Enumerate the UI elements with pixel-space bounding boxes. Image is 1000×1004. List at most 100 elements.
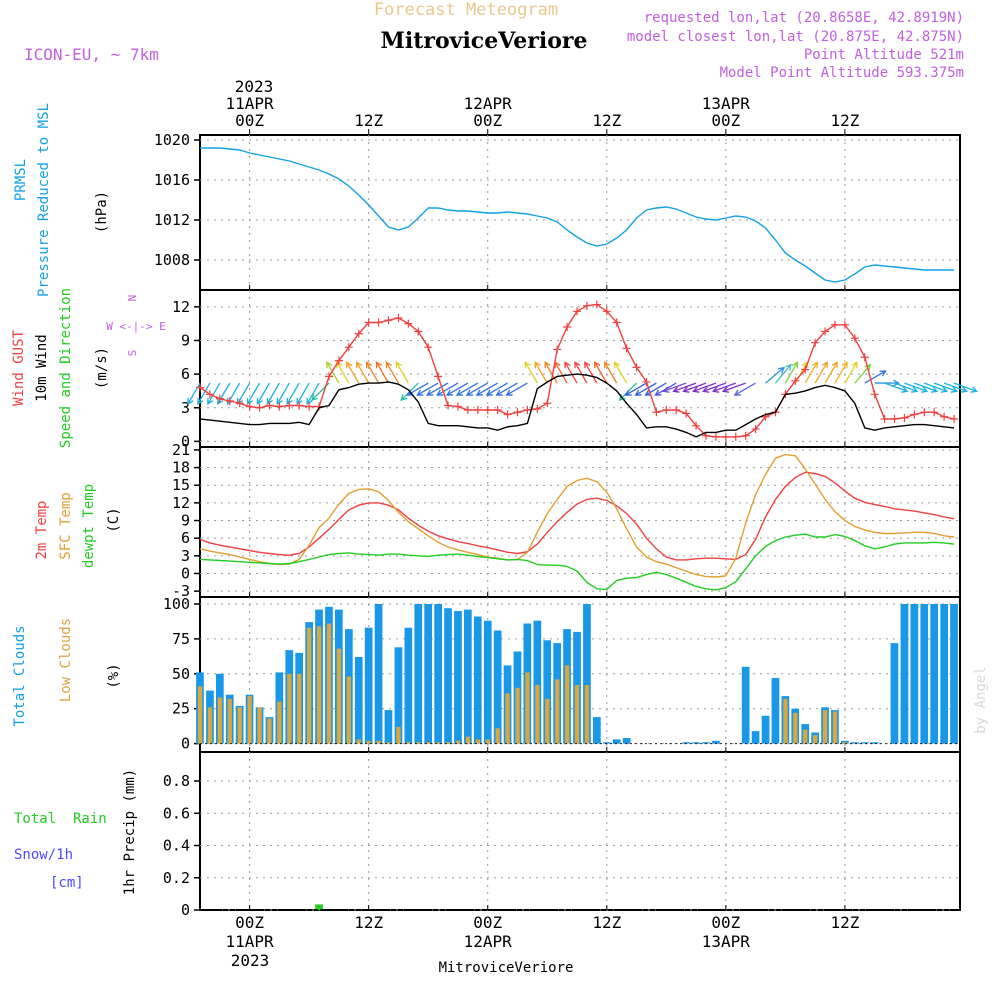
temp-ytick-label: 6 [181,529,190,547]
wind-arrow-head [395,361,402,369]
top-date-label: 11APR [226,94,275,113]
clouds-bar-low-clouds [584,685,590,744]
gust-marker [811,338,820,347]
compass-we: W <-|-> E [106,320,166,333]
wind-arrow-head [475,389,483,396]
wind-arrow [774,364,792,384]
wind-arrow [904,382,928,392]
clouds-bar-total-clouds [533,620,542,744]
compass-south: S [126,350,139,357]
pressure-unit: (hPa) [94,191,110,233]
wind-arrow [564,361,578,384]
point-altitude: Point Altitude 521m [804,47,964,63]
clouds-bar-total-clouds [444,608,452,744]
gust-marker [305,402,314,411]
clouds-bar-total-clouds [424,604,432,744]
clouds-bar-total-clouds [910,604,919,744]
top-date-label: 13APR [702,94,751,113]
gust-marker [205,390,214,399]
gust-marker [364,318,373,327]
precip-ytick-label: 0 [181,901,190,919]
clouds-bar-low-clouds [803,729,808,744]
model-altitude: Model Point Altitude 593.375m [720,65,964,81]
clouds-bar-low-clouds [227,698,232,744]
wind-arrow-head [851,361,858,369]
clouds-bar-total-clouds [761,715,770,744]
gust-marker [384,316,393,325]
wind-arrow [894,382,918,392]
compass-north: N [126,295,139,302]
wind-arrow-head [266,397,273,406]
wind-arrow-head [711,386,720,393]
clouds-bar-low-clouds [842,742,848,744]
gust-marker [424,343,433,352]
gust-marker [652,408,661,417]
wind-arrow [506,382,528,396]
clouds-bar-low-clouds [485,739,490,744]
clouds-bar-low-clouds [297,673,302,744]
clouds-bar-low-clouds [525,672,530,744]
wind-arrow-head [584,361,591,369]
wind-series-10m-wind [199,373,955,438]
clouds-bar-total-clouds [374,604,383,744]
wind-unit: (m/s) [94,347,110,389]
precip-frame [199,751,961,911]
temp-series-dewpt-temp [199,533,955,591]
wind-arrow-head [326,361,333,369]
wind-arrow-head [505,389,513,396]
precip-unit: 1hr Precip (mm) [122,769,138,895]
gust-marker [553,345,562,354]
wind-arrow-head [634,389,642,396]
wind-arrow [544,361,558,384]
temp-unit: (C) [106,507,122,532]
wind-arrow [446,382,469,396]
wind-arrow-head [920,386,929,393]
pressure-ytick-label: 1020 [154,131,190,149]
gust-marker [483,405,492,414]
wind-arrow [734,382,756,396]
wind-arrow [366,361,380,384]
temp-series-sfc-temp [199,453,955,578]
wind-arrow [276,382,290,405]
clouds-unit: (%) [106,663,122,688]
gust-marker [473,405,482,414]
clouds-bar-total-clouds [751,731,760,744]
top-date-label: 12APR [464,94,513,113]
wind-arrow-head [831,361,838,369]
clouds-bar-total-clouds [354,657,363,744]
clouds-bar-total-clouds [483,620,492,744]
clouds-bar-low-clouds [207,707,213,744]
model-label: ICON-EU, ~ 7km [24,45,159,64]
top-year-label: 2023 [235,77,274,96]
total-rain-label: Total Rain [14,811,107,827]
clouds-bar-low-clouds [386,742,391,744]
clouds-bar-low-clouds [346,676,351,744]
gust-marker [910,410,919,419]
wind-arrow [784,361,798,384]
clouds-bar-total-clouds [860,742,869,744]
wind-arrow [914,382,938,392]
clouds-bar-low-clouds [307,627,312,744]
wind-arrow-head [911,386,919,393]
pressure-frame [199,134,961,291]
wind-arrow-head [217,397,224,406]
gust-marker [662,405,671,414]
gust-marker [850,334,859,343]
clouds-bar-low-clouds [545,698,550,744]
wind-labels: Wind GUST 10m Wind Speed and Direction (… [11,288,166,448]
clouds-bar-low-clouds [406,742,411,744]
wind-arrow-head [246,397,253,406]
clouds-bar-total-clouds [473,616,482,744]
wind-arrow [375,361,390,384]
clouds-bar-total-clouds [602,742,611,744]
wind-ytick-label: 9 [181,331,190,349]
clouds-bar-total-clouds [593,717,601,744]
wind-arrow-head [534,361,541,369]
wind-ytick-label: 6 [181,365,190,383]
wind-arrow [722,382,746,392]
clouds-bar-low-clouds [813,735,818,744]
gust-marker [533,404,542,413]
clouds-bar-total-clouds [950,604,958,744]
pressure-ytick-label: 1012 [154,211,190,229]
clouds-bar-total-clouds [741,666,750,744]
